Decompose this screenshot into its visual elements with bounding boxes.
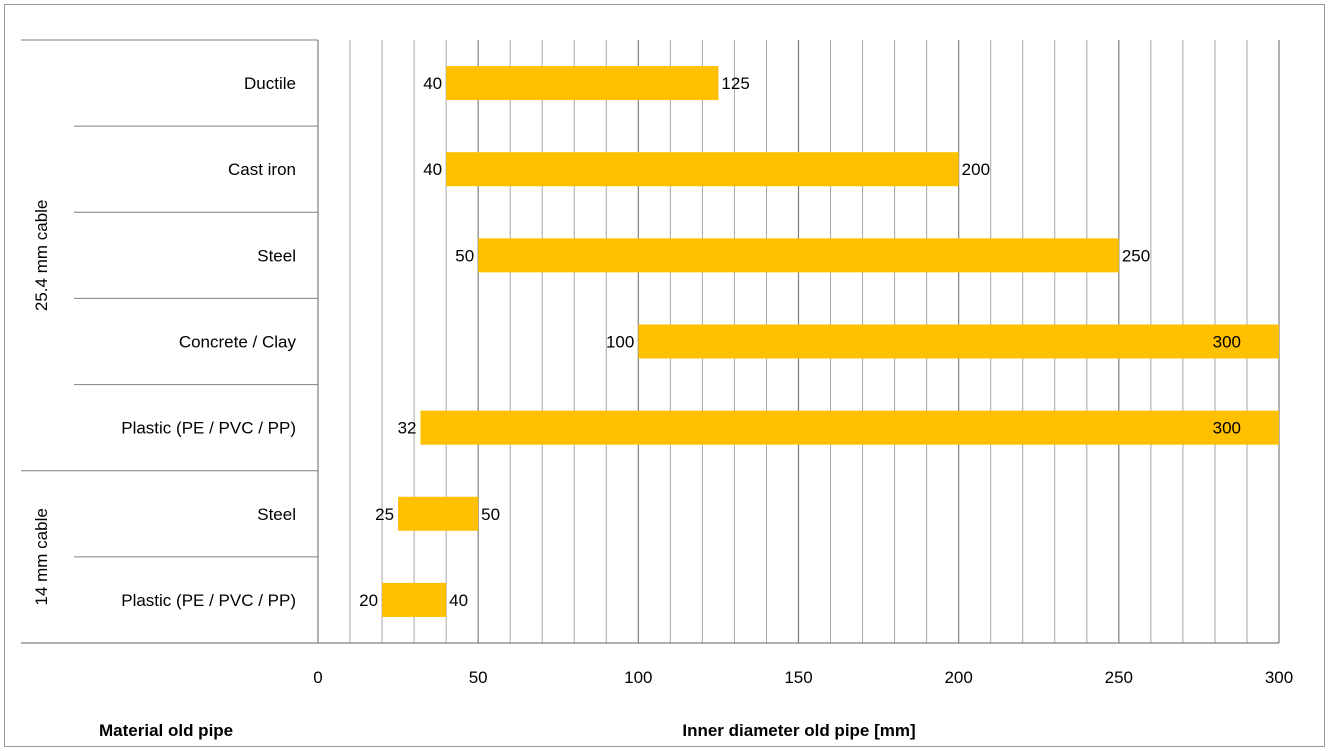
range-bar (398, 496, 479, 531)
x-tick-label: 0 (313, 668, 322, 687)
x-tick-label: 200 (944, 668, 972, 687)
x-axis: 0 50 100 150 200 250 300 (313, 668, 1293, 687)
x-tick-label: 50 (469, 668, 488, 687)
group-label: 14 mm cable (32, 508, 51, 605)
range-bar (382, 582, 447, 617)
category-axis: Ductile Cast iron Steel Concrete / Clay Plas… (21, 39, 1279, 644)
bar-min-label: 25 (375, 505, 394, 524)
range-bar (420, 410, 1279, 445)
range-bar (478, 238, 1119, 273)
chart-border (4, 4, 1325, 747)
bar-min-label: 40 (423, 160, 442, 179)
bar-min-label: 20 (359, 591, 378, 610)
range-bar (638, 324, 1279, 359)
bar-min-label: 40 (423, 74, 442, 93)
bar-max-label: 40 (449, 591, 468, 610)
category-label: Cast iron (228, 160, 296, 179)
category-label: Concrete / Clay (179, 333, 297, 352)
range-bar (446, 152, 959, 187)
y-axis-title: Material old pipe (99, 721, 233, 740)
bar-max-label: 300 (1213, 333, 1241, 352)
x-tick-label: 250 (1105, 668, 1133, 687)
bar-max-label: 300 (1213, 419, 1241, 438)
category-label: Plastic (PE / PVC / PP) (121, 419, 296, 438)
x-tick-label: 300 (1265, 668, 1293, 687)
x-axis-title: Inner diameter old pipe [mm] (682, 721, 915, 740)
bars: 40 125 40 200 50 250 100 300 32 300 25 50 20 40 (359, 66, 1279, 617)
bar-min-label: 50 (455, 246, 474, 265)
category-label: Steel (257, 505, 296, 524)
category-label: Steel (257, 246, 296, 265)
bar-max-label: 50 (481, 505, 500, 524)
range-bar (446, 66, 719, 101)
x-tick-label: 100 (624, 668, 652, 687)
group-label: 25.4 mm cable (32, 200, 51, 312)
bar-max-label: 125 (721, 74, 749, 93)
bar-min-label: 100 (606, 333, 634, 352)
bar-max-label: 200 (962, 160, 990, 179)
bar-min-label: 32 (398, 419, 417, 438)
category-label: Plastic (PE / PVC / PP) (121, 591, 296, 610)
category-label: Ductile (244, 74, 296, 93)
x-tick-label: 150 (784, 668, 812, 687)
bar-max-label: 250 (1122, 246, 1150, 265)
